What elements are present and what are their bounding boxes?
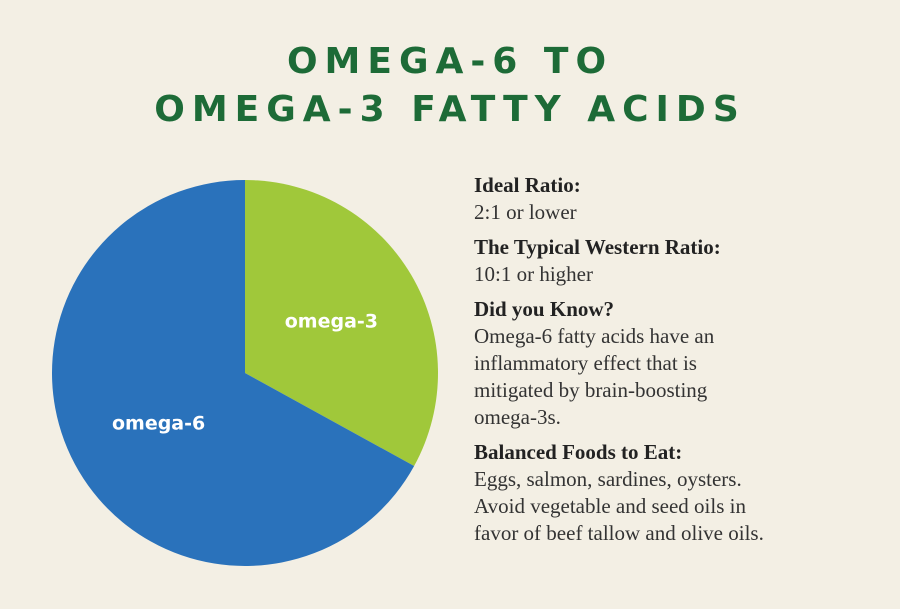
western-ratio-block: The Typical Western Ratio: 10:1 or highe… <box>474 234 884 288</box>
pie-slice-omega-3 <box>245 180 439 466</box>
title-line-2: OMEGA-3 FATTY ACIDS <box>154 89 746 130</box>
page-title: OMEGA-6 TO OMEGA-3 FATTY ACIDS <box>0 38 900 134</box>
ideal-ratio-heading: Ideal Ratio: <box>474 173 581 197</box>
balanced-foods-line-1: Eggs, salmon, sardines, oysters. <box>474 467 742 491</box>
western-ratio-heading: The Typical Western Ratio: <box>474 235 721 259</box>
did-you-know-heading: Did you Know? <box>474 297 615 321</box>
pie-slice-omega-6 <box>52 180 415 566</box>
did-you-know-line-1: Omega-6 fatty acids have an <box>474 324 715 348</box>
pie-chart: omega-3 omega-6 <box>40 168 450 578</box>
did-you-know-line-3: mitigated by brain-boosting <box>474 378 708 402</box>
did-you-know-block: Did you Know? Omega-6 fatty acids have a… <box>474 296 884 431</box>
ideal-ratio-block: Ideal Ratio: 2:1 or lower <box>474 172 884 226</box>
balanced-foods-line-2: Avoid vegetable and seed oils in <box>474 494 746 518</box>
pie-label-omega-6: omega-6 <box>112 413 205 435</box>
did-you-know-line-4: omega-3s. <box>474 405 561 429</box>
title-line-1: OMEGA-6 TO <box>286 41 614 82</box>
pie-label-omega-3: omega-3 <box>285 310 378 332</box>
did-you-know-line-2: inflammatory effect that is <box>474 351 697 375</box>
info-panel: Ideal Ratio: 2:1 or lower The Typical We… <box>474 172 884 555</box>
balanced-foods-heading: Balanced Foods to Eat: <box>474 440 683 464</box>
balanced-foods-line-3: favor of beef tallow and olive oils. <box>474 521 764 545</box>
balanced-foods-block: Balanced Foods to Eat: Eggs, salmon, sar… <box>474 439 884 547</box>
western-ratio-text: 10:1 or higher <box>474 262 593 286</box>
pie-chart-svg: omega-3 omega-6 <box>52 180 439 566</box>
ideal-ratio-text: 2:1 or lower <box>474 200 577 224</box>
